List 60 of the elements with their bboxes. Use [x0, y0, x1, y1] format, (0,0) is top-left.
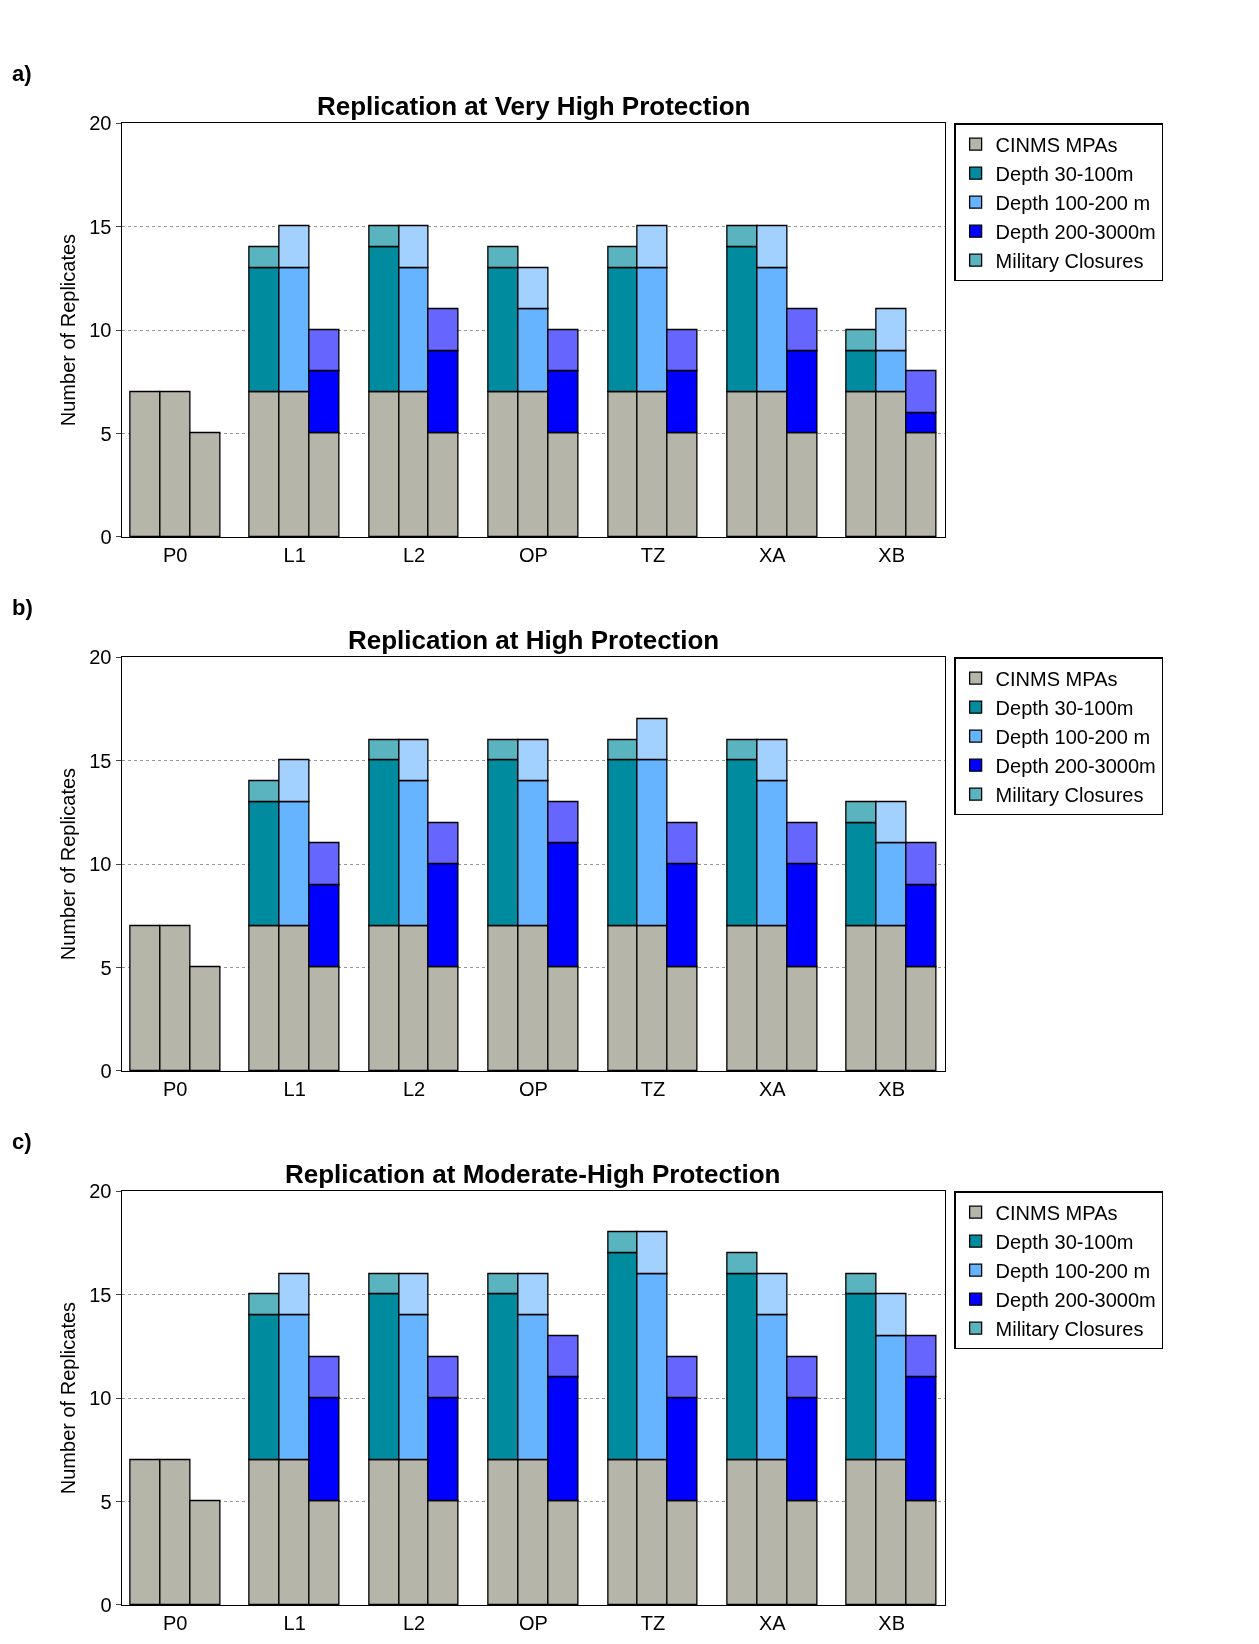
x-tick-label: L1: [283, 1077, 306, 1100]
legend-label: Depth 100-200 m: [995, 191, 1151, 214]
y-axis-title: Number of Replicates: [56, 233, 79, 427]
legend-label: Military Closures: [995, 783, 1144, 806]
y-tick-label: 20: [89, 1180, 112, 1203]
x-tick-label: XA: [758, 1077, 787, 1100]
x-tick-label: XB: [878, 1077, 906, 1100]
x-tick-label: XB: [878, 1611, 906, 1634]
legend-label: CINMS MPAs: [995, 1201, 1118, 1224]
legend-label: Depth 30-100m: [995, 162, 1134, 185]
x-tick-label: OP: [519, 543, 548, 566]
x-tick-label: P0: [163, 543, 188, 566]
y-tick-label: 15: [89, 215, 112, 238]
x-tick-label: TZ: [640, 1611, 666, 1634]
y-tick-label: 5: [100, 1490, 112, 1513]
y-axis-title: Number of Replicates: [56, 1301, 79, 1495]
x-tick-label: L2: [402, 1611, 426, 1634]
x-tick-label: OP: [519, 1077, 548, 1100]
legend-label: Military Closures: [995, 249, 1144, 272]
legend-label: CINMS MPAs: [995, 667, 1118, 690]
x-tick-label: TZ: [640, 543, 666, 566]
x-tick-label: XB: [878, 543, 906, 566]
y-tick-label: 10: [89, 319, 112, 342]
x-tick-label: OP: [519, 1611, 548, 1634]
x-tick-label: L1: [283, 543, 306, 566]
legend-label: Depth 30-100m: [995, 1230, 1134, 1253]
y-tick-label: 5: [100, 422, 112, 445]
y-tick-label: 0: [100, 1593, 112, 1616]
legend-label: Military Closures: [995, 1317, 1144, 1340]
y-tick-label: 0: [100, 525, 112, 548]
x-tick-label: L1: [283, 1611, 306, 1634]
x-tick-label: L2: [402, 543, 426, 566]
x-tick-label: XA: [758, 543, 787, 566]
x-tick-label: P0: [163, 1611, 188, 1634]
text: c): [12, 1129, 32, 1154]
y-tick-label: 15: [89, 1283, 112, 1306]
chart-title: Replication at Very High Protection: [317, 91, 751, 121]
chart-title: Replication at Moderate-High Protection: [285, 1159, 781, 1189]
x-tick-label: P0: [163, 1077, 188, 1100]
x-tick-label: TZ: [640, 1077, 666, 1100]
y-tick-label: 0: [100, 1059, 112, 1082]
legend-label: Depth 200-3000m: [995, 220, 1156, 243]
legend-label: Depth 200-3000m: [995, 754, 1156, 777]
text: a): [12, 61, 32, 86]
legend-label: Depth 30-100m: [995, 696, 1134, 719]
y-tick-label: 15: [89, 749, 112, 772]
legend-label: Depth 100-200 m: [995, 725, 1151, 748]
text: b): [12, 595, 33, 620]
legend-label: Depth 100-200 m: [995, 1259, 1151, 1282]
y-tick-label: 20: [89, 112, 112, 135]
y-tick-label: 20: [89, 646, 112, 669]
y-tick-label: 5: [100, 956, 112, 979]
y-tick-label: 10: [89, 853, 112, 876]
y-axis-title: Number of Replicates: [56, 767, 79, 961]
legend-label: CINMS MPAs: [995, 133, 1118, 156]
y-tick-label: 10: [89, 1387, 112, 1410]
chart-title: Replication at High Protection: [348, 625, 720, 655]
x-tick-label: L2: [402, 1077, 426, 1100]
x-tick-label: XA: [758, 1611, 787, 1634]
legend-label: Depth 200-3000m: [995, 1288, 1156, 1311]
